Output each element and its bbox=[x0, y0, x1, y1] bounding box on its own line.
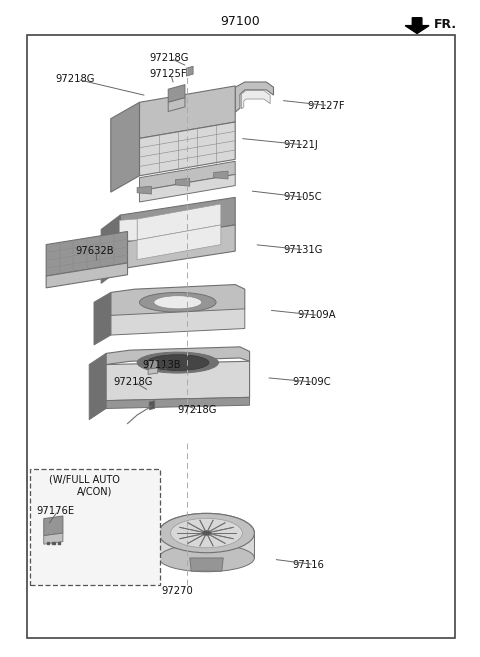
Polygon shape bbox=[106, 347, 250, 365]
Polygon shape bbox=[186, 66, 193, 76]
Polygon shape bbox=[106, 397, 250, 409]
FancyBboxPatch shape bbox=[47, 542, 50, 545]
Polygon shape bbox=[241, 91, 270, 109]
Polygon shape bbox=[405, 18, 429, 34]
Ellipse shape bbox=[154, 296, 202, 309]
Text: 97109C: 97109C bbox=[293, 377, 331, 387]
Ellipse shape bbox=[201, 530, 212, 535]
Polygon shape bbox=[46, 263, 128, 288]
Text: 97125F: 97125F bbox=[149, 69, 187, 79]
Polygon shape bbox=[101, 215, 120, 283]
Polygon shape bbox=[46, 231, 128, 276]
Polygon shape bbox=[44, 516, 63, 535]
Text: 97632B: 97632B bbox=[75, 246, 113, 256]
FancyBboxPatch shape bbox=[52, 542, 56, 545]
Polygon shape bbox=[235, 82, 274, 112]
Text: 97176E: 97176E bbox=[36, 506, 75, 516]
FancyBboxPatch shape bbox=[30, 469, 159, 585]
Text: 97116: 97116 bbox=[293, 560, 324, 570]
Text: 97218G: 97218G bbox=[113, 377, 153, 387]
Ellipse shape bbox=[170, 518, 242, 548]
Polygon shape bbox=[190, 558, 223, 571]
Ellipse shape bbox=[170, 518, 242, 548]
Polygon shape bbox=[111, 102, 140, 192]
Text: FR.: FR. bbox=[434, 18, 457, 32]
Text: 97218G: 97218G bbox=[178, 405, 217, 415]
Polygon shape bbox=[120, 197, 235, 242]
Polygon shape bbox=[140, 86, 235, 139]
Ellipse shape bbox=[158, 513, 254, 553]
Text: 97127F: 97127F bbox=[307, 101, 345, 110]
Polygon shape bbox=[148, 360, 157, 369]
FancyBboxPatch shape bbox=[58, 542, 61, 545]
Polygon shape bbox=[140, 162, 235, 191]
Text: 97113B: 97113B bbox=[142, 359, 180, 369]
Polygon shape bbox=[44, 533, 63, 544]
Ellipse shape bbox=[158, 544, 254, 572]
Text: 97121J: 97121J bbox=[283, 140, 318, 150]
Polygon shape bbox=[149, 401, 155, 410]
Polygon shape bbox=[214, 171, 228, 179]
Polygon shape bbox=[137, 204, 221, 240]
Polygon shape bbox=[175, 178, 190, 186]
Polygon shape bbox=[111, 284, 245, 319]
Ellipse shape bbox=[199, 530, 214, 536]
Polygon shape bbox=[168, 85, 185, 102]
Ellipse shape bbox=[147, 355, 209, 371]
Text: 97109A: 97109A bbox=[298, 310, 336, 321]
Polygon shape bbox=[140, 174, 235, 202]
Text: 97131G: 97131G bbox=[283, 245, 323, 255]
Ellipse shape bbox=[140, 292, 216, 312]
Polygon shape bbox=[94, 292, 111, 345]
Text: 97218G: 97218G bbox=[56, 74, 95, 84]
Polygon shape bbox=[137, 186, 152, 194]
Ellipse shape bbox=[137, 352, 218, 373]
Polygon shape bbox=[168, 98, 185, 112]
Polygon shape bbox=[148, 368, 157, 374]
Polygon shape bbox=[137, 225, 221, 260]
Text: 97105C: 97105C bbox=[283, 193, 322, 202]
Polygon shape bbox=[89, 353, 106, 420]
Polygon shape bbox=[158, 534, 254, 558]
Polygon shape bbox=[120, 219, 137, 241]
Text: 97270: 97270 bbox=[161, 586, 193, 596]
Polygon shape bbox=[140, 122, 235, 175]
Text: 97218G: 97218G bbox=[149, 53, 189, 63]
Polygon shape bbox=[120, 225, 235, 269]
Text: 97100: 97100 bbox=[220, 15, 260, 28]
Ellipse shape bbox=[158, 513, 254, 553]
Polygon shape bbox=[106, 361, 250, 401]
Polygon shape bbox=[111, 309, 245, 335]
Text: A/CON): A/CON) bbox=[77, 486, 113, 496]
Text: (W/FULL AUTO: (W/FULL AUTO bbox=[48, 474, 120, 484]
